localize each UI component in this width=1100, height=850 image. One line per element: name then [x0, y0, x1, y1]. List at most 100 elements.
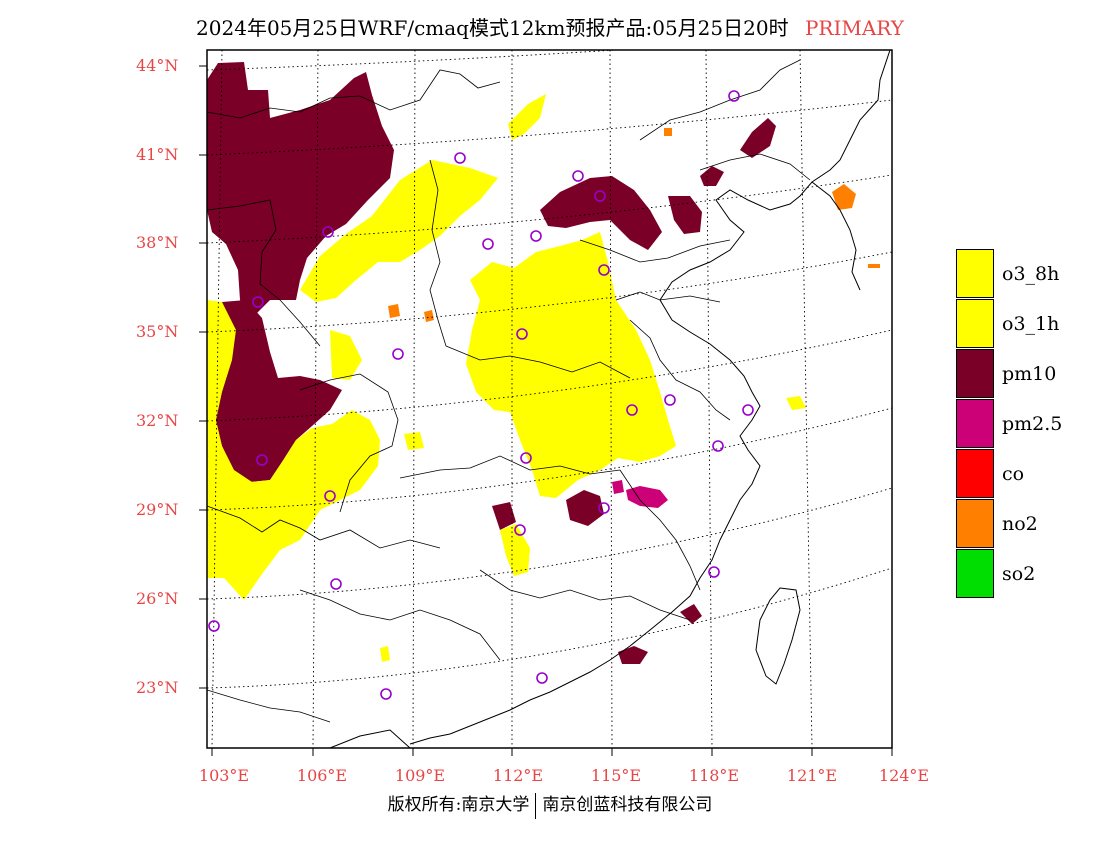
- boundary-hunan-guangdong: [479, 569, 691, 621]
- city-marker: [482, 238, 494, 250]
- city-marker: [330, 578, 342, 590]
- no2-zone-east: [868, 264, 880, 268]
- legend-label: no2: [1002, 513, 1038, 535]
- o3-zone-southwest: [207, 300, 380, 600]
- city-marker: [514, 524, 526, 536]
- boundary-hebei-shandong: [579, 239, 731, 263]
- pm10-zone-northeast-1: [740, 118, 776, 158]
- pm10-zone-northeast-2: [700, 166, 724, 186]
- lon-label-109: 109°E: [394, 766, 446, 785]
- copyright-footer: 版权所有:南京大学 南京创蓝科技有限公司: [0, 790, 1100, 819]
- o3-zone-northeast-strip: [508, 94, 546, 140]
- legend-label: o3_1h: [1002, 313, 1060, 335]
- city-marker: [728, 90, 740, 102]
- city-marker: [626, 404, 638, 416]
- footer-separator: [535, 792, 537, 819]
- gridline-lat-41: [207, 99, 892, 156]
- lat-label-23: 23°N: [136, 678, 179, 697]
- boundary-hainan-north: [207, 689, 331, 723]
- lat-label-29: 29°N: [136, 500, 179, 519]
- city-marker: [256, 454, 268, 466]
- lat-label-38: 38°N: [136, 233, 179, 252]
- copyright-owner: 版权所有:南京大学: [387, 795, 530, 815]
- pm10-zone-northwest: [207, 62, 394, 318]
- boundary-henan-hubei: [445, 345, 631, 379]
- primary-tag: PRIMARY: [804, 16, 904, 40]
- gridline-lat-38: [207, 174, 892, 244]
- city-marker: [454, 152, 466, 164]
- legend-label: so2: [1002, 563, 1036, 585]
- legend-swatch: [956, 499, 994, 548]
- copyright-company: 南京创蓝科技有限公司: [542, 795, 713, 815]
- city-marker: [712, 440, 724, 452]
- pm10-zone-hebei: [668, 196, 702, 234]
- city-marker: [664, 394, 676, 406]
- pm10-zone-fujian: [680, 604, 702, 624]
- legend-swatch: [956, 549, 994, 598]
- gridline-lat-44: [207, 50, 623, 71]
- city-marker: [516, 328, 528, 340]
- boundary-gansu: [207, 199, 321, 347]
- gridline-lon-115: [609, 50, 613, 748]
- legend-swatch: [956, 249, 994, 298]
- lat-label-26: 26°N: [136, 589, 179, 608]
- city-marker: [324, 490, 336, 502]
- gridline-lon-109: [412, 50, 416, 748]
- city-marker: [594, 190, 606, 202]
- lon-label-124: 124°E: [878, 766, 930, 785]
- city-marker: [530, 230, 542, 242]
- coastline: [329, 50, 891, 748]
- lat-label-44: 44°N: [136, 56, 179, 75]
- lat-label-35: 35°N: [136, 322, 179, 341]
- gridline-lon-121: [799, 50, 813, 748]
- pm10-zone-hunan: [492, 502, 516, 530]
- city-marker: [380, 688, 392, 700]
- boundary-jiangxi-fujian: [619, 469, 701, 591]
- coastline-liaodong: [811, 181, 861, 291]
- lon-label-115: 115°E: [590, 766, 642, 785]
- legend-label: pm10: [1002, 363, 1057, 385]
- boundary-anhui-jiangsu: [629, 319, 731, 421]
- axis-ticks: [199, 65, 893, 756]
- no2-zone-liaoning: [664, 128, 672, 136]
- pm10-zone-jiangxi: [566, 490, 604, 526]
- no2-zone-sichuan: [388, 304, 400, 318]
- lon-label-112: 112°E: [492, 766, 544, 785]
- coastline-hainan: [329, 729, 411, 748]
- lon-label-103: 103°E: [198, 766, 250, 785]
- o3-zone-guangxi-spot: [380, 646, 390, 662]
- gridline-lat-26: [207, 487, 892, 600]
- map-frame: [206, 49, 893, 749]
- lon-label-106: 106°E: [296, 766, 348, 785]
- gridline-lat-23: [207, 567, 892, 689]
- map-title: 2024年05月25日WRF/cmaq模式12km预报产品:05月25日20时 …: [0, 12, 1100, 41]
- pm10-zone-guangdong: [618, 646, 648, 664]
- no2-zone-henan-spot: [424, 310, 434, 322]
- o3-zone-chongqing: [330, 330, 362, 380]
- boundary-yunnan-guizhou: [207, 505, 441, 549]
- boundary-liaoning: [699, 153, 811, 181]
- coastline-mainland: [409, 50, 891, 745]
- city-marker: [598, 502, 610, 514]
- boundary-guangxi: [299, 589, 501, 661]
- title-text: 2024年05月25日WRF/cmaq模式12km预报产品:05月25日20时: [196, 16, 789, 40]
- legend-label: co: [1002, 463, 1025, 485]
- o3-zone-shaanxi: [300, 160, 498, 302]
- city-marker: [708, 566, 720, 578]
- province-boundaries: [207, 59, 811, 723]
- city-marker: [392, 348, 404, 360]
- o3-zone-hunan: [500, 524, 530, 576]
- city-marker: [598, 264, 610, 276]
- city-markers: [208, 90, 754, 700]
- pm10-zone-southwest: [214, 300, 342, 482]
- gridline-lon-106: [312, 50, 319, 748]
- o3-zone-hubei-spot: [404, 432, 424, 450]
- city-marker: [520, 452, 532, 464]
- gridline-lon-118: [705, 50, 713, 748]
- legend-swatch: [956, 399, 994, 448]
- lon-label-121: 121°E: [786, 766, 838, 785]
- boundary-shandong-inner: [615, 291, 721, 303]
- boundary-inner-mongolia: [207, 69, 501, 119]
- city-marker: [322, 226, 334, 238]
